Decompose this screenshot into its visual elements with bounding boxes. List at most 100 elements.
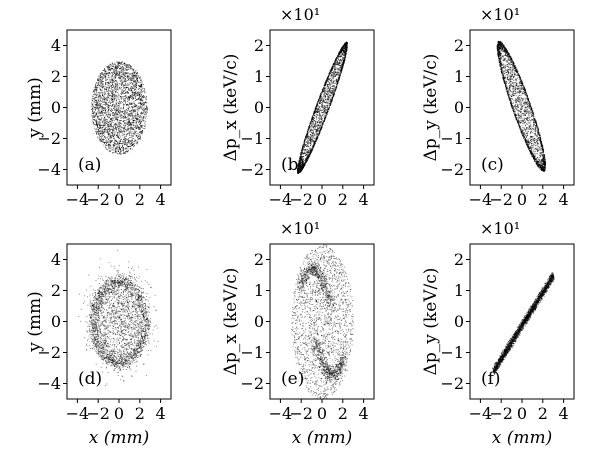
scatter-point [113, 86, 114, 88]
scatter-point [317, 100, 319, 102]
scatter-point [121, 107, 122, 109]
scatter-point [119, 112, 121, 114]
scatter-point [105, 99, 107, 101]
scatter-point [133, 103, 135, 104]
scatter-point [115, 141, 117, 143]
scatter-point [98, 91, 100, 93]
scatter-point [112, 122, 114, 123]
scatter-point [316, 139, 318, 140]
scatter-point [127, 78, 129, 79]
scatter-point [97, 104, 99, 106]
scatter-point [136, 99, 138, 101]
scatter-point [113, 134, 115, 136]
scatter-point [106, 89, 108, 91]
scatter-point [112, 99, 114, 101]
scatter-point [110, 99, 112, 101]
scatter-point [130, 109, 132, 111]
scatter-point [306, 133, 307, 135]
scatter-point [329, 71, 331, 73]
scatter-point [109, 150, 111, 152]
scatter-point [130, 67, 132, 69]
scatter-point [334, 69, 336, 71]
scatter-point [312, 146, 314, 148]
scatter-point [115, 144, 117, 145]
scatter-point [117, 85, 119, 87]
scatter-point [102, 125, 104, 127]
scatter-point [141, 83, 143, 85]
scatter-point [130, 79, 132, 80]
scatter-point [121, 69, 123, 71]
scatter-point [307, 138, 309, 140]
scatter-point [313, 144, 315, 145]
scatter-point [144, 111, 146, 113]
scatter-point [306, 155, 308, 156]
scatter-point [100, 119, 102, 121]
scatter-point [140, 136, 141, 138]
scatter-point [104, 77, 106, 78]
scatter-point [306, 157, 307, 159]
scatter-point [129, 148, 131, 150]
scatter-point [123, 117, 124, 119]
scatter-point [95, 93, 97, 95]
scatter-point [337, 79, 339, 81]
scatter-point [121, 67, 122, 69]
scatter-point [114, 134, 115, 136]
scatter-point [137, 114, 139, 116]
scatter-point [103, 98, 105, 100]
scatter-point [106, 99, 108, 101]
scatter-point [136, 117, 138, 119]
scatter-point [135, 93, 137, 95]
scatter-point [335, 88, 336, 90]
scatter-point [321, 112, 323, 114]
scatter-point [95, 89, 97, 91]
scatter-point [92, 95, 94, 97]
scatter-point [308, 153, 310, 155]
scatter-point [124, 152, 126, 154]
scatter-point [107, 138, 109, 140]
scatter-point [310, 129, 312, 130]
scatter-point [329, 94, 331, 96]
scatter-point [113, 80, 114, 82]
scatter-point [321, 97, 323, 99]
scatter-point [320, 92, 322, 94]
scatter-point [123, 121, 125, 123]
scatter-point [318, 112, 320, 113]
scatter-point [113, 66, 115, 67]
scatter-point [102, 80, 104, 82]
scatter-point [139, 98, 141, 100]
scatter-point [106, 83, 108, 85]
scatter-point [307, 131, 309, 133]
scatter-point [115, 117, 117, 119]
scatter-point [312, 130, 314, 132]
scatter-point [145, 112, 147, 114]
scatter-point [309, 150, 311, 152]
scatter-point [127, 126, 129, 128]
scatter-point [122, 83, 124, 84]
scatter-point [111, 105, 113, 107]
scatter-point [312, 116, 314, 118]
scatter-point [340, 74, 341, 76]
scatter-point [327, 80, 329, 82]
scatter-point [141, 96, 143, 97]
scatter-point [336, 80, 337, 82]
scatter-point [94, 115, 96, 117]
scatter-point [333, 77, 334, 79]
scatter-point [112, 63, 114, 65]
scatter-point [317, 102, 319, 104]
scatter-point [131, 143, 132, 145]
scatter-point [134, 89, 135, 91]
scatter-point [322, 121, 324, 123]
x-tick-label: 4 [156, 190, 166, 209]
scatter-point [318, 103, 320, 104]
scatter-point [121, 150, 123, 152]
scatter-point [336, 57, 337, 58]
scatter-point [302, 158, 304, 160]
scatter-point [102, 100, 104, 102]
scatter-point [95, 128, 97, 130]
scatter-point [105, 142, 107, 144]
scatter-point [134, 143, 136, 144]
scatter-point [93, 97, 95, 99]
scatter-point [316, 103, 318, 105]
scatter-point [108, 83, 110, 84]
